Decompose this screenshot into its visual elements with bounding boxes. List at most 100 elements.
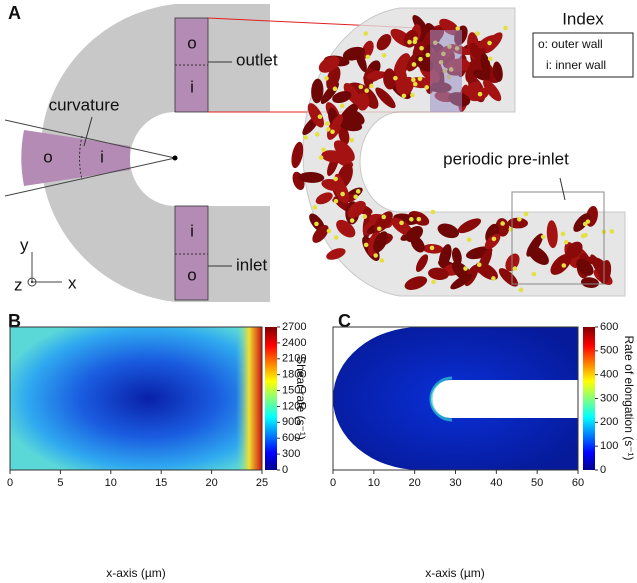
outer-mark: o [187,265,196,284]
panel-label: C [338,311,351,331]
particle [475,31,480,36]
colorbar-tick-label: 600 [600,321,618,333]
particle [363,214,368,219]
colorbar [583,327,595,470]
inlet-label: inlet [236,255,267,274]
particle [334,235,339,240]
particle [349,138,354,143]
colorbar-tick-label: 300 [282,448,300,460]
particle [369,84,374,89]
colorbar-tick-label: 2700 [282,321,306,333]
particle [353,194,358,199]
particle [562,263,567,268]
colorbar-tick-label: 0 [600,464,606,476]
inlet-section [175,206,208,300]
axis-y: y [20,235,29,254]
particle [366,55,371,60]
particle [418,57,423,62]
x-tick-label: 10 [105,477,117,489]
heatmap [10,327,262,470]
colorbar [265,327,277,470]
colorbar-tick-label: 500 [600,345,618,357]
colorbar-tick-label: 0 [282,464,288,476]
particle [381,215,386,220]
particle [524,212,529,217]
heatmap [333,327,578,470]
particle [487,41,492,46]
particle [409,217,414,222]
particle [430,246,435,251]
particle [561,232,566,237]
particle [517,217,522,222]
particle [503,26,508,31]
colorbar-tick-label: 1500 [282,384,306,396]
outlet-box [430,30,462,112]
particle [478,92,483,97]
panel-label: A [8,3,21,23]
particle [303,135,308,140]
x-tick-label: 5 [57,477,63,489]
particle [509,227,514,232]
particle [541,235,546,240]
particle [532,272,537,277]
outer-mark: o [43,147,52,166]
particle [412,62,417,67]
inner-mark: i [100,147,104,166]
particle [477,262,482,267]
particle [491,276,496,281]
x-axis-label: x-axis (µm) [106,566,166,580]
particle [380,258,385,263]
particle [581,234,586,239]
x-tick-label: 0 [330,477,336,489]
particle [492,237,497,242]
colorbar-tick-label: 200 [600,416,618,428]
particle [327,229,332,234]
particle [583,222,588,227]
index-title: Index [562,9,604,28]
particle [402,94,407,99]
particle [500,221,505,226]
x-tick-label: 40 [490,477,502,489]
index-entry: o: outer wall [538,37,603,51]
particle [321,147,326,152]
particle [359,85,364,90]
particle [488,57,493,62]
x-axis-label: x-axis (µm) [425,566,485,580]
particle [377,226,382,231]
particle [426,53,431,58]
particle [363,31,368,36]
particle [431,280,436,285]
colorbar-tick-label: 1200 [282,400,306,412]
particle [318,114,323,119]
particle [513,266,518,271]
leader [560,178,565,200]
outer-mark: o [187,33,196,52]
particle [463,266,468,271]
x-tick-label: 50 [531,477,543,489]
particle [356,189,361,194]
heatmap-edge [236,327,262,470]
particle [413,82,418,87]
x-tick-label: 20 [205,477,217,489]
particle [393,76,398,81]
outlet-label: outlet [236,50,278,69]
particle [418,77,423,82]
x-tick-label: 15 [155,477,167,489]
particle [330,129,335,134]
colorbar-tick-label: 100 [600,440,618,452]
particle [373,253,378,258]
panel-b: B x-axis (µm) Shear rate (s⁻¹) [8,311,308,580]
particle [413,37,418,42]
colorbar-label: Rate of elongation (s⁻¹) [622,335,636,460]
particle [416,217,421,222]
axis-z: z [14,275,23,294]
particle [382,53,387,58]
axes-icon: y z x [14,235,77,294]
panel-c: C x-axis (µm) Rate of elongation (s⁻¹) [333,311,636,580]
particle [519,288,524,293]
x-tick-label: 10 [368,477,380,489]
particle [326,127,331,132]
particle [411,78,416,83]
particle [364,243,369,248]
axis-x: x [68,273,77,292]
